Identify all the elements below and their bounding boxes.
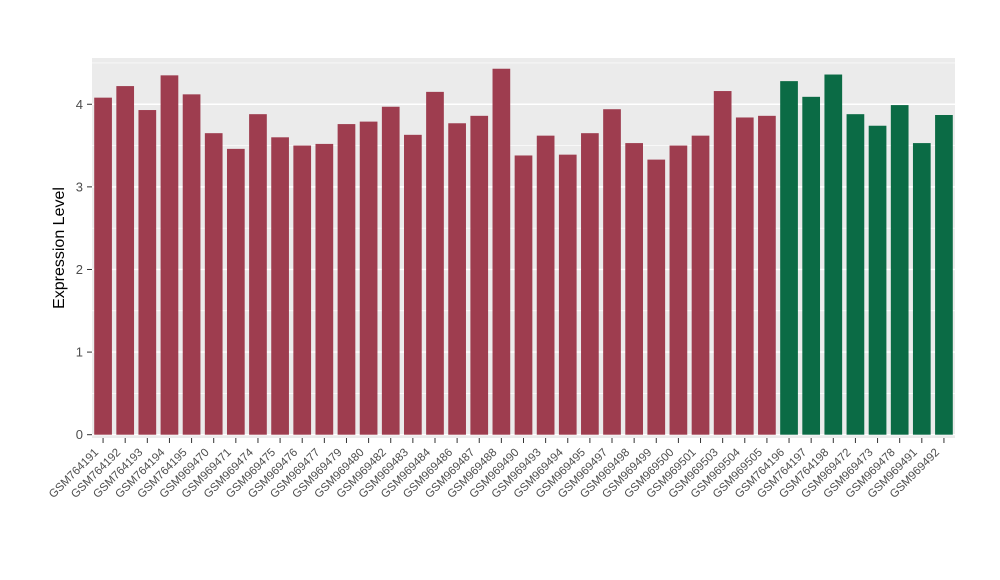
bar-GSM969493 xyxy=(536,135,555,435)
bar-GSM969476 xyxy=(293,145,312,435)
bar-GSM764194 xyxy=(160,75,179,435)
bar-GSM764191 xyxy=(94,97,112,435)
bar-GSM764197 xyxy=(802,96,821,435)
y-tick-label: 3 xyxy=(76,179,83,194)
y-tick-label: 1 xyxy=(76,345,83,360)
bar-GSM969472 xyxy=(846,114,865,435)
bar-GSM969474 xyxy=(249,114,267,435)
bar-GSM764198 xyxy=(824,74,843,435)
bar-GSM969498 xyxy=(625,143,643,435)
bar-GSM969505 xyxy=(758,115,776,435)
bar-GSM969471 xyxy=(226,148,245,435)
bar-GSM969480 xyxy=(359,121,378,435)
bar-GSM969504 xyxy=(735,117,754,435)
bar-GSM969483 xyxy=(404,134,422,435)
bar-GSM969479 xyxy=(337,124,356,435)
y-axis-title: Expression Level xyxy=(51,187,68,309)
bar-GSM969478 xyxy=(890,105,909,435)
bar-GSM764195 xyxy=(182,94,201,435)
bar-GSM969484 xyxy=(426,91,444,435)
bar-GSM764196 xyxy=(780,81,798,435)
bar-GSM969477 xyxy=(315,143,334,435)
y-tick-label: 4 xyxy=(76,97,83,112)
bar-GSM969473 xyxy=(868,125,887,435)
bar-GSM969470 xyxy=(204,133,223,435)
bar-GSM969488 xyxy=(492,68,511,435)
bar-GSM969499 xyxy=(647,159,666,435)
bar-GSM969482 xyxy=(381,106,400,435)
bar-GSM969491 xyxy=(912,143,931,435)
bar-GSM969486 xyxy=(448,123,466,435)
bar-GSM969500 xyxy=(669,145,688,435)
bar-GSM969503 xyxy=(713,91,732,435)
bar-GSM969501 xyxy=(691,135,710,435)
y-tick-label: 2 xyxy=(76,262,83,277)
bar-GSM969475 xyxy=(271,137,289,435)
bar-GSM969497 xyxy=(603,109,621,435)
bar-GSM969495 xyxy=(581,133,599,435)
bar-GSM969492 xyxy=(935,115,953,435)
y-tick-label: 0 xyxy=(76,427,83,442)
bar-GSM969487 xyxy=(470,115,489,435)
bar-GSM764192 xyxy=(116,86,135,435)
bar-GSM764193 xyxy=(138,110,157,435)
bar-GSM969494 xyxy=(558,154,577,435)
bar-GSM969490 xyxy=(514,155,533,435)
